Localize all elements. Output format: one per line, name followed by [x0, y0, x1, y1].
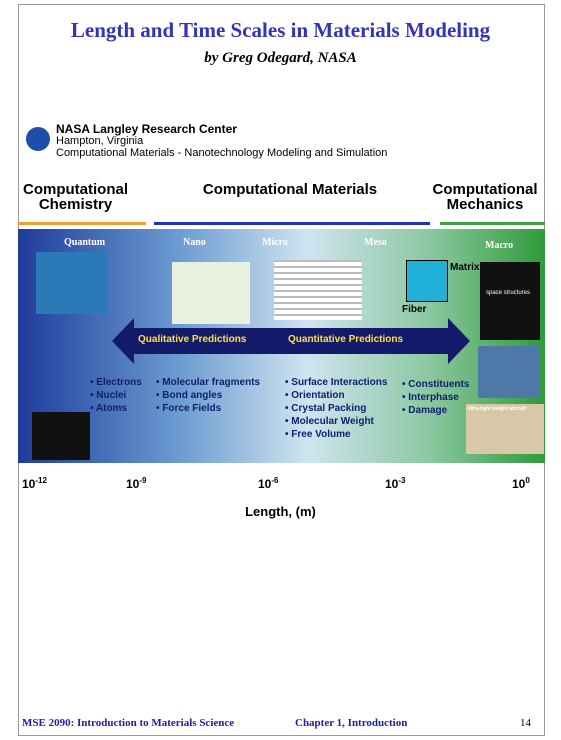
tick-base: 10	[22, 477, 36, 491]
image-label: Matrix	[450, 262, 480, 273]
tick-label: 10-12	[22, 476, 47, 491]
rule	[440, 222, 545, 225]
list-item: • Nuclei	[90, 390, 127, 401]
title: Length and Time Scales in Materials Mode…	[70, 18, 491, 42]
discipline: Computational Materials	[202, 181, 378, 198]
prediction-arrow	[112, 318, 470, 364]
image-label: Ultra-light weight aircraft	[467, 406, 527, 412]
list-item: • Molecular Weight	[285, 416, 374, 427]
tick-label: 100	[512, 476, 530, 491]
discipline: Computational Mechanics	[432, 181, 538, 213]
nano-image	[172, 262, 250, 324]
list-item: • Atoms	[90, 403, 128, 414]
discipline: Computational Chemistry	[23, 181, 128, 213]
aircraft-image	[478, 346, 540, 398]
list-item: • Free Volume	[285, 429, 351, 440]
image-label: Fiber	[402, 304, 427, 315]
quantum-image	[36, 252, 108, 314]
axis-label: Length, (m)	[245, 504, 316, 519]
rule	[154, 222, 430, 225]
atoms-image	[32, 412, 90, 460]
image-label: space structures	[486, 290, 531, 296]
tick-exponent: 0	[525, 476, 530, 485]
arrow-label: Qualitative Predictions	[138, 334, 247, 345]
list-item: • Force Fields	[156, 403, 222, 414]
nasa-logo	[26, 127, 50, 151]
org: NASA Langley Research Center	[56, 122, 237, 136]
list-item: • Surface Interactions	[285, 377, 388, 388]
page-number: 14	[520, 717, 531, 729]
scale-label: Quantum	[64, 237, 106, 248]
tick-label: 10-6	[258, 476, 278, 491]
rule	[18, 222, 146, 225]
list-item: • Damage	[402, 405, 448, 416]
tick-base: 10	[512, 477, 526, 491]
tick-base: 10	[126, 477, 140, 491]
tick-label: 10-3	[385, 476, 405, 491]
tick-exponent: -6	[271, 476, 279, 485]
list-item: • Bond angles	[156, 390, 223, 401]
list-item: • Orientation	[285, 390, 345, 401]
tick-base: 10	[258, 477, 272, 491]
arrow-label: Quantitative Predictions	[288, 334, 404, 345]
list-item: • Crystal Packing	[285, 403, 367, 414]
scale-label: Macro	[485, 240, 514, 251]
subtitle: by Greg Odegard, NASA	[204, 50, 357, 66]
list: • Electrons • Nuclei • Atoms	[90, 376, 142, 415]
space-image	[480, 262, 540, 340]
scale-label: Micro	[262, 237, 288, 248]
tick-exponent: -9	[139, 476, 147, 485]
location: Hampton, Virginia	[56, 135, 144, 147]
list-item: • Constituents	[402, 379, 470, 390]
program: Computational Materials - Nanotechnology…	[56, 147, 388, 159]
scale-label: Nano	[183, 237, 206, 248]
scale-label: Meso	[364, 237, 387, 248]
footer-chapter: Chapter 1, Introduction	[295, 717, 408, 729]
aircraft-image	[466, 404, 544, 454]
micro-image	[274, 260, 362, 320]
tick-exponent: -3	[398, 476, 406, 485]
tick-exponent: -12	[35, 476, 47, 485]
list: • Constituents • Interphase • Damage	[402, 378, 469, 417]
tick-base: 10	[385, 477, 399, 491]
list-item: • Interphase	[402, 392, 459, 403]
list: • Surface Interactions • Orientation • Cry…	[285, 376, 387, 441]
footer-course: MSE 2090: Introduction to Materials Scie…	[22, 717, 235, 729]
list: • Molecular fragments • Bond angles • Forc…	[156, 376, 260, 415]
tick-label: 10-9	[126, 476, 146, 491]
meso-image	[406, 260, 448, 302]
list-item: • Molecular fragments	[156, 377, 261, 388]
list-item: • Electrons	[90, 377, 142, 388]
